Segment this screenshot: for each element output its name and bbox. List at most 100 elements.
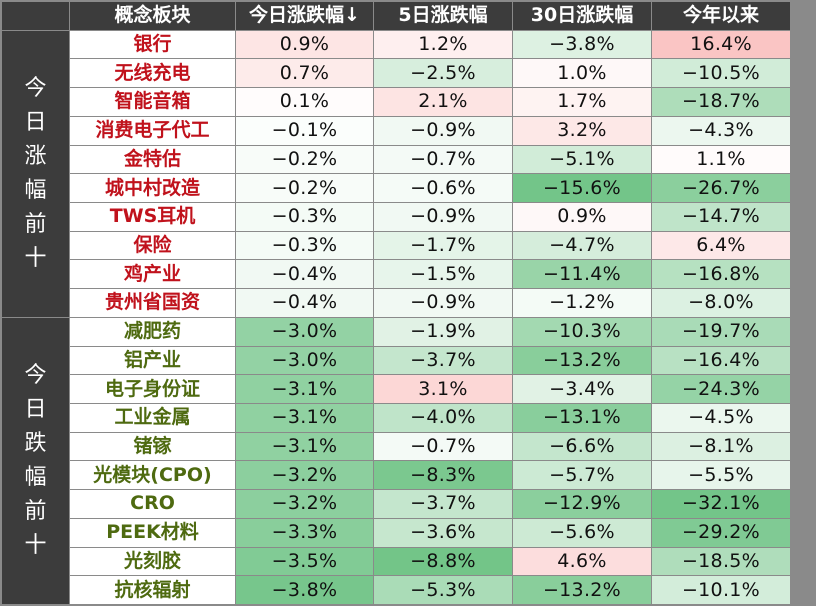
group-label-char: 幅 (24, 177, 47, 203)
cell-ytd-change: −4.5% (652, 403, 790, 432)
group-label-char: 幅 (24, 464, 47, 490)
group-label-char: 日 (24, 109, 47, 135)
cell-30day-change: 1.7% (513, 88, 651, 116)
sector-name[interactable]: 银行 (70, 30, 235, 59)
cell-ytd-change: 1.1% (652, 145, 790, 174)
header-sector-name[interactable]: 概念板块 (70, 2, 235, 30)
cell-ytd-change: −8.1% (652, 432, 790, 461)
cell-5day-change: −8.3% (374, 461, 512, 490)
cell-30day-change: −4.7% (513, 231, 651, 260)
cell-30day-change: −5.6% (513, 518, 651, 547)
group-label-char: 今 (24, 362, 47, 388)
header-5day-change[interactable]: 5日涨跌幅 (374, 2, 512, 30)
sector-name[interactable]: 金特估 (70, 145, 235, 174)
cell-ytd-change: −26.7% (652, 174, 790, 202)
sector-name[interactable]: 铝产业 (70, 346, 235, 375)
sector-name[interactable]: 减肥药 (70, 317, 235, 346)
cell-5day-change: 1.2% (374, 30, 512, 59)
cell-30day-change: −13.2% (513, 576, 651, 604)
sector-name[interactable]: PEEK材料 (70, 518, 235, 547)
header-30day-change[interactable]: 30日涨跌幅 (513, 2, 651, 30)
cell-ytd-change: −5.5% (652, 461, 790, 490)
sector-name[interactable]: 城中村改造 (70, 174, 235, 202)
cell-5day-change: −0.7% (374, 432, 512, 461)
group-label-char: 跌 (24, 430, 47, 456)
cell-30day-change: −13.1% (513, 403, 651, 432)
cell-today-change: −3.0% (236, 346, 373, 375)
cell-5day-change: −5.3% (374, 576, 512, 604)
cell-5day-change: −1.9% (374, 317, 512, 346)
cell-30day-change: −13.2% (513, 346, 651, 375)
cell-30day-change: 4.6% (513, 547, 651, 576)
cell-ytd-change: −8.0% (652, 289, 790, 317)
cell-5day-change: −3.6% (374, 518, 512, 547)
cell-30day-change: −5.1% (513, 145, 651, 174)
group-label-char: 今 (24, 75, 47, 101)
sector-name[interactable]: CRO (70, 490, 235, 518)
sector-name[interactable]: 电子身份证 (70, 375, 235, 403)
sector-name[interactable]: TWS耳机 (70, 202, 235, 231)
group-label-char: 前 (24, 498, 47, 524)
cell-ytd-change: −16.4% (652, 346, 790, 375)
sector-name[interactable]: 锗镓 (70, 432, 235, 461)
sector-name[interactable]: 光刻胶 (70, 547, 235, 576)
cell-today-change: −0.2% (236, 145, 373, 174)
cell-30day-change: −12.9% (513, 490, 651, 518)
cell-30day-change: 1.0% (513, 59, 651, 88)
group-label-char: 涨 (24, 143, 47, 169)
group-label-top-gainers: 今日涨幅前十 (2, 30, 69, 317)
cell-5day-change: −0.9% (374, 116, 512, 145)
cell-today-change: −3.2% (236, 461, 373, 490)
cell-5day-change: −1.7% (374, 231, 512, 260)
cell-today-change: 0.9% (236, 30, 373, 59)
cell-5day-change: −1.5% (374, 260, 512, 289)
cell-today-change: −3.1% (236, 375, 373, 403)
cell-30day-change: −15.6% (513, 174, 651, 202)
sector-name[interactable]: 抗核辐射 (70, 576, 235, 604)
cell-30day-change: −1.2% (513, 289, 651, 317)
sector-name[interactable]: 无线充电 (70, 59, 235, 88)
cell-today-change: −3.0% (236, 317, 373, 346)
cell-ytd-change: −32.1% (652, 490, 790, 518)
cell-5day-change: −3.7% (374, 490, 512, 518)
header-ytd-change[interactable]: 今年以来 (652, 2, 790, 30)
cell-ytd-change: −18.7% (652, 88, 790, 116)
cell-5day-change: −4.0% (374, 403, 512, 432)
sector-name[interactable]: 鸡产业 (70, 260, 235, 289)
cell-5day-change: −0.6% (374, 174, 512, 202)
sector-name[interactable]: 工业金属 (70, 403, 235, 432)
cell-5day-change: −0.9% (374, 289, 512, 317)
group-label-char: 日 (24, 396, 47, 422)
cell-30day-change: −3.4% (513, 375, 651, 403)
cell-today-change: −3.1% (236, 432, 373, 461)
cell-5day-change: 3.1% (374, 375, 512, 403)
sector-name[interactable]: 光模块(CPO) (70, 461, 235, 490)
cell-30day-change: 0.9% (513, 202, 651, 231)
cell-30day-change: −6.6% (513, 432, 651, 461)
cell-ytd-change: 6.4% (652, 231, 790, 260)
cell-ytd-change: −10.5% (652, 59, 790, 88)
cell-today-change: −3.3% (236, 518, 373, 547)
cell-30day-change: −3.8% (513, 30, 651, 59)
sector-name[interactable]: 消费电子代工 (70, 116, 235, 145)
cell-today-change: −3.1% (236, 403, 373, 432)
cell-today-change: 0.7% (236, 59, 373, 88)
cell-5day-change: −3.7% (374, 346, 512, 375)
cell-today-change: −3.2% (236, 490, 373, 518)
sector-name[interactable]: 保险 (70, 231, 235, 260)
group-label-char: 十 (24, 532, 47, 558)
cell-ytd-change: 16.4% (652, 30, 790, 59)
cell-5day-change: −0.9% (374, 202, 512, 231)
header-today-change[interactable]: 今日涨跌幅↓ (236, 2, 373, 30)
group-label-char: 十 (24, 245, 47, 271)
sector-name[interactable]: 智能音箱 (70, 88, 235, 116)
cell-30day-change: 3.2% (513, 116, 651, 145)
header-corner (2, 2, 69, 30)
cell-today-change: −0.2% (236, 174, 373, 202)
sector-name[interactable]: 贵州省国资 (70, 289, 235, 317)
cell-today-change: −0.4% (236, 289, 373, 317)
cell-today-change: −0.1% (236, 116, 373, 145)
cell-ytd-change: −4.3% (652, 116, 790, 145)
cell-ytd-change: −29.2% (652, 518, 790, 547)
